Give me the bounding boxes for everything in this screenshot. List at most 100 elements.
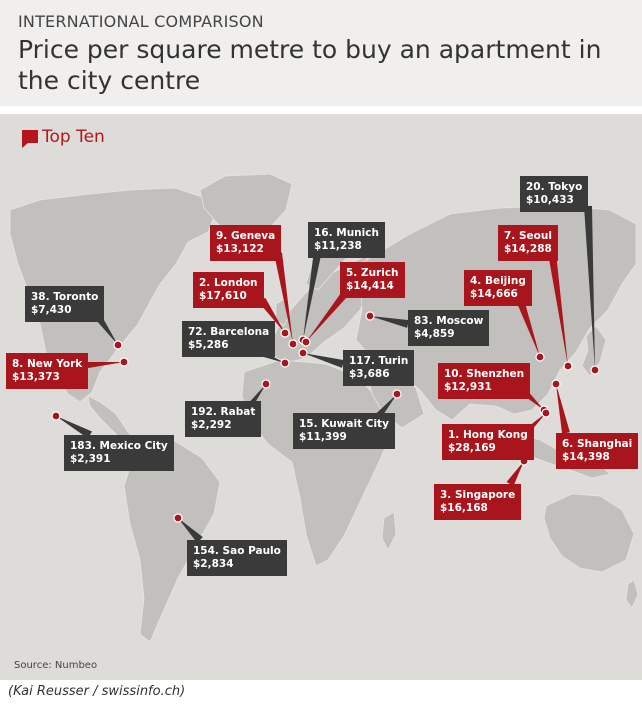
leader-london [258, 297, 285, 333]
city-name: 1. Hong Kong [448, 429, 528, 441]
leader-mexico [56, 416, 92, 439]
city-name: 5. Zurich [346, 267, 399, 279]
city-price: $13,122 [216, 243, 264, 255]
city-name: 16. Munich [314, 227, 379, 239]
city-dot-newyork[interactable] [119, 357, 129, 367]
city-name: 10. Shenzhen [444, 368, 525, 380]
city-label-kuwait: 15. Kuwait City $11,399 [293, 413, 395, 449]
greenland-landmass [199, 173, 293, 239]
city-price: $17,610 [199, 290, 247, 302]
source-note: Source: Numbeo [14, 660, 98, 671]
city-name: 15. Kuwait City [299, 418, 389, 430]
africa-landmass [241, 359, 393, 567]
city-price: $28,169 [448, 442, 496, 454]
city-dot-hongkong[interactable] [541, 408, 551, 418]
city-dot-zurich[interactable] [301, 337, 311, 347]
city-dot-toronto[interactable] [113, 340, 123, 350]
city-price: $13,373 [12, 371, 60, 383]
leader-munich [303, 249, 322, 340]
city-dot-mexico[interactable] [51, 411, 61, 421]
city-dot-rabat[interactable] [261, 379, 271, 389]
city-name: 38. Toronto [31, 291, 99, 303]
city-label-newyork: 8. New York $13,373 [6, 353, 89, 389]
image-credit: (Kai Reusser / swissinfo.ch) [8, 684, 186, 699]
city-price: $12,931 [444, 381, 492, 393]
city-dot-geneva[interactable] [288, 339, 298, 349]
city-price: $2,834 [193, 558, 234, 570]
city-name: 83. Moscow [414, 315, 484, 327]
leader-saopaulo [178, 518, 203, 543]
leader-shanghai [556, 384, 570, 434]
city-name: 3. Singapore [440, 489, 516, 501]
city-price: $14,288 [504, 243, 552, 255]
city-name: 117. Turin [349, 355, 409, 367]
world-map [9, 173, 639, 643]
city-label-munich: 16. Munich $11,238 [308, 222, 385, 258]
city-price: $5,286 [188, 339, 229, 351]
city-price: $14,414 [346, 280, 394, 292]
page-title: Price per square metre to buy an apartme… [18, 35, 602, 95]
leader-beijing [516, 298, 540, 357]
city-label-tokyo: 20. Tokyo $10,433 [520, 176, 589, 212]
australia-landmass [543, 493, 635, 573]
city-name: 192. Rabat [191, 406, 256, 418]
city-dot-saopaulo[interactable] [173, 513, 183, 523]
north-america-landmass [9, 187, 216, 403]
city-name: 183. Mexico City [70, 440, 168, 452]
city-dot-shanghai[interactable] [551, 379, 561, 389]
legend-top-ten: Top Ten [42, 127, 105, 147]
city-name: 72. Barcelona [188, 326, 270, 338]
city-name: 154. Sao Paulo [193, 545, 281, 557]
city-price: $3,686 [349, 368, 390, 380]
city-label-geneva: 9. Geneva $13,122 [210, 225, 282, 261]
leader-moscow [370, 316, 409, 328]
city-label-mexico: 183. Mexico City $2,391 [64, 435, 174, 471]
city-name: 6. Shanghai [562, 438, 633, 450]
new-zealand-landmass [625, 579, 639, 609]
city-dot-moscow[interactable] [365, 311, 375, 321]
leader-geneva [274, 252, 293, 344]
city-name: 2. London [199, 277, 258, 289]
leader-seoul [548, 252, 568, 366]
city-dot-turin[interactable] [298, 348, 308, 358]
city-label-singapore: 3. Singapore $16,168 [434, 484, 522, 520]
city-dot-kuwait[interactable] [392, 389, 402, 399]
city-name: 7. Seoul [504, 230, 552, 242]
city-label-rabat: 192. Rabat $2,292 [185, 401, 262, 437]
city-price: $10,433 [526, 194, 574, 206]
city-label-hongkong: 1. Hong Kong $28,169 [442, 424, 534, 460]
city-dot-barcelona[interactable] [280, 358, 290, 368]
city-name: 9. Geneva [216, 230, 276, 242]
header-band: INTERNATIONAL COMPARISON Price per squar… [0, 0, 642, 106]
leader-turin [303, 353, 345, 368]
city-dot-seoul[interactable] [563, 361, 573, 371]
city-price: $16,168 [440, 502, 488, 514]
city-label-london: 2. London $17,610 [193, 272, 264, 308]
city-label-turin: 117. Turin $3,686 [343, 350, 415, 386]
city-price: $2,292 [191, 419, 232, 431]
city-label-barcelona: 72. Barcelona $5,286 [182, 321, 276, 357]
city-name: 8. New York [12, 358, 83, 370]
city-price: $14,666 [470, 288, 518, 300]
city-label-shenzhen: 10. Shenzhen $12,931 [438, 363, 531, 399]
leader-tokyo [584, 205, 595, 370]
south-america-landmass [123, 437, 221, 643]
city-label-seoul: 7. Seoul $14,288 [498, 225, 558, 261]
city-dot-tokyo[interactable] [590, 365, 600, 375]
city-label-shanghai: 6. Shanghai $14,398 [556, 433, 639, 469]
leader-zurich [306, 287, 352, 342]
city-label-beijing: 4. Beijing $14,666 [464, 270, 532, 306]
speech-bubble-icon [22, 130, 38, 148]
city-label-saopaulo: 154. Sao Paulo $2,834 [187, 540, 287, 576]
city-label-moscow: 83. Moscow $4,859 [408, 310, 490, 346]
city-label-toronto: 38. Toronto $7,430 [25, 286, 105, 322]
city-price: $2,391 [70, 453, 111, 465]
supertitle: INTERNATIONAL COMPARISON [18, 12, 264, 31]
city-price: $11,238 [314, 240, 362, 252]
city-dot-beijing[interactable] [535, 352, 545, 362]
city-dot-london[interactable] [280, 328, 290, 338]
city-name: 4. Beijing [470, 275, 526, 287]
city-price: $7,430 [31, 304, 72, 316]
city-label-zurich: 5. Zurich $14,414 [340, 262, 405, 298]
madagascar-landmass [381, 511, 397, 551]
